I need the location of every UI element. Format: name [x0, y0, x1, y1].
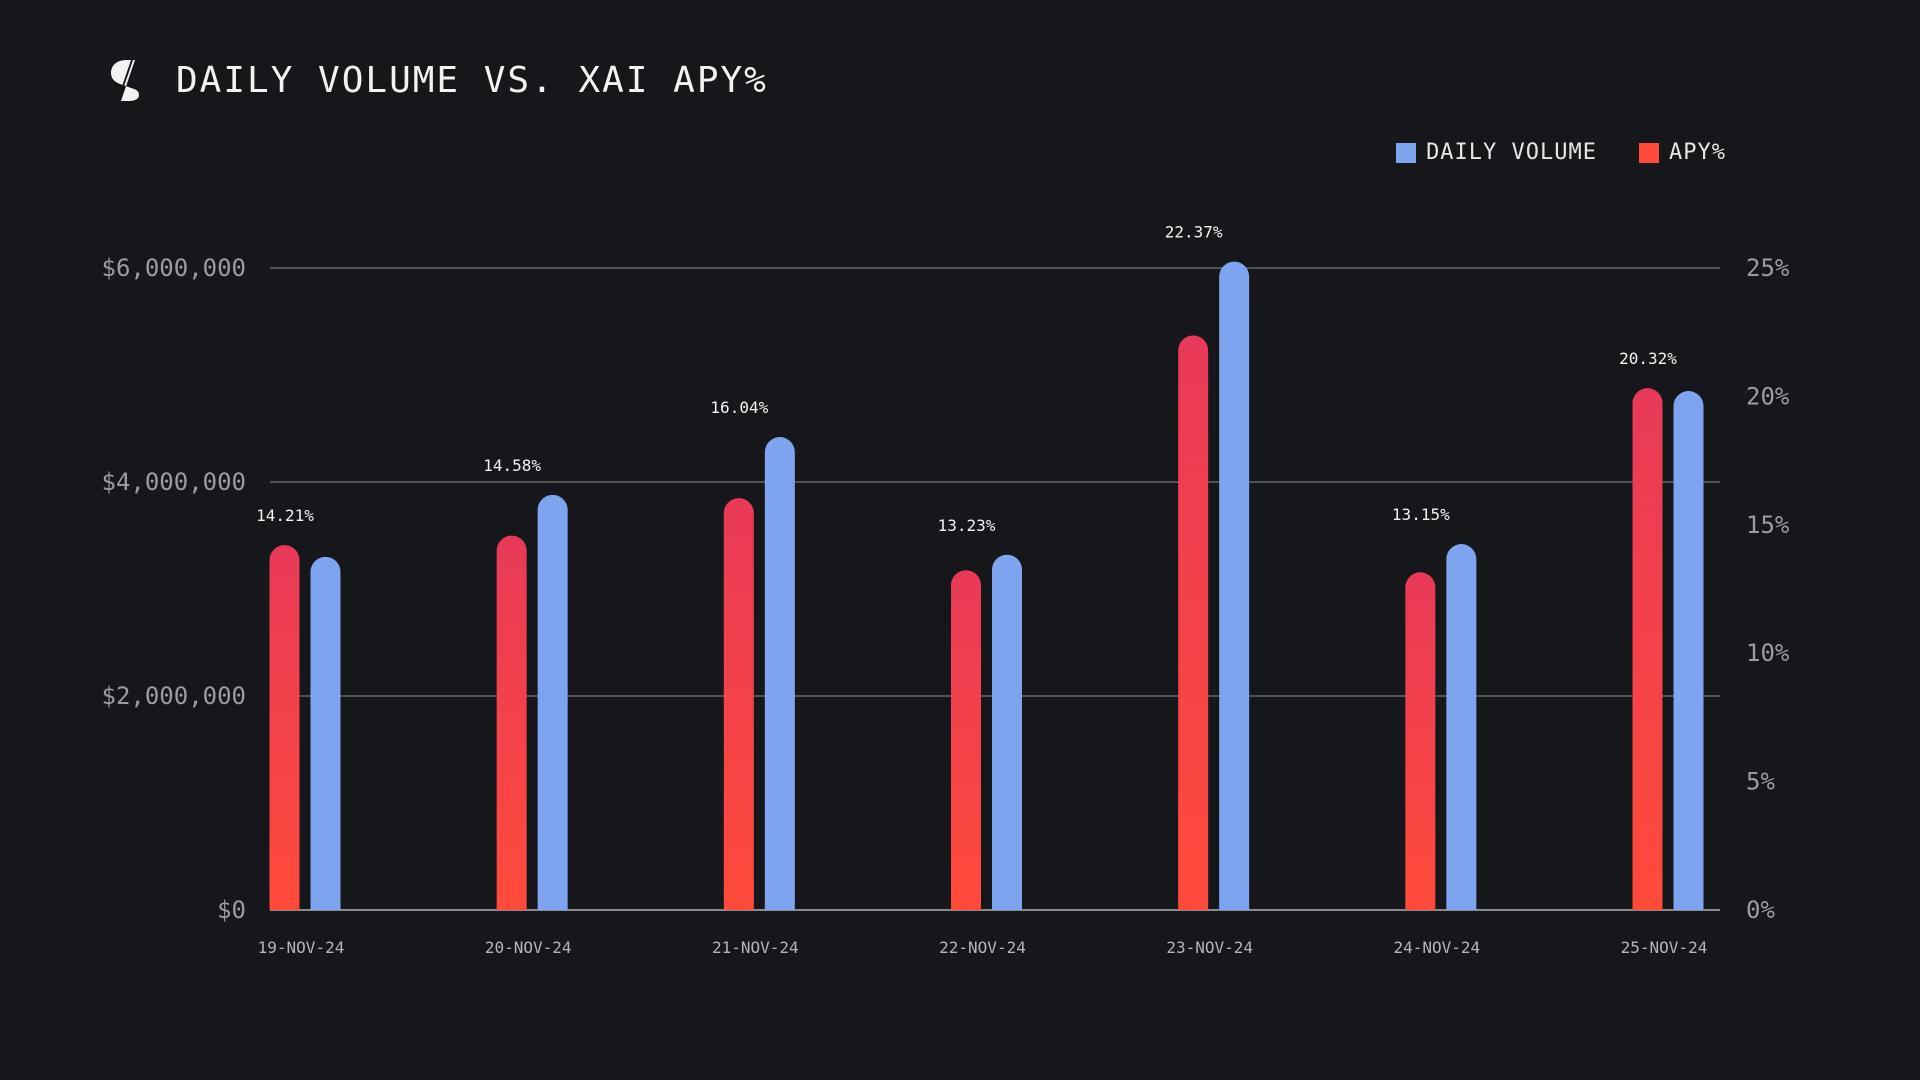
- chart-header: DAILY VOLUME VS. XAI APY%: [108, 56, 768, 104]
- bars: [269, 261, 1704, 910]
- brand-logo-icon: [111, 60, 139, 101]
- x-axis-tick-label: 24-NOV-24: [1393, 938, 1480, 957]
- right-axis-tick-label: 15%: [1746, 511, 1790, 539]
- x-axis-tick-label: 20-NOV-24: [485, 938, 572, 957]
- right-axis-tick-label: 25%: [1746, 254, 1790, 282]
- legend-label-apy: APY%: [1669, 140, 1726, 165]
- left-axis-tick-label: $2,000,000: [102, 682, 247, 710]
- axes: $0 $2,000,000 $4,000,000 $6,000,000 0% 5% 10% 1…: [102, 254, 1790, 957]
- apy-data-label: 14.21%: [256, 506, 314, 525]
- apy-bar: [951, 570, 981, 910]
- x-axis-tick-label: 22-NOV-24: [939, 938, 1026, 957]
- apy-bar: [496, 535, 527, 910]
- volume-bar: [1219, 261, 1250, 910]
- apy-data-label: 16.04%: [710, 398, 768, 417]
- apy-data-label: 20.32%: [1619, 349, 1677, 368]
- apy-data-label: 22.37%: [1165, 223, 1223, 242]
- legend-item-volume: DAILY VOLUME: [1396, 140, 1597, 165]
- volume-bar: [1446, 544, 1477, 910]
- left-axis-tick-label: $6,000,000: [102, 254, 247, 282]
- left-axis-tick-label: $4,000,000: [102, 468, 247, 496]
- apy-bar: [1632, 388, 1663, 910]
- apy-bar: [723, 498, 754, 910]
- x-axis-tick-label: 23-NOV-24: [1166, 938, 1253, 957]
- left-axis-tick-label: $0: [217, 896, 246, 924]
- apy-bar: [1178, 335, 1209, 910]
- x-axis-tick-label: 21-NOV-24: [712, 938, 799, 957]
- apy-bar: [1405, 572, 1436, 910]
- apy-data-label: 13.15%: [1392, 505, 1450, 524]
- apy-bar: [269, 545, 300, 910]
- apy-data-label: 14.58%: [483, 456, 541, 475]
- right-axis-tick-label: 20%: [1746, 382, 1790, 410]
- data-labels: 14.21% 14.58% 16.04% 13.23% 22.37% 13.15% 20.3…: [256, 223, 1677, 535]
- volume-bar: [310, 556, 341, 910]
- right-axis-tick-label: 5%: [1746, 768, 1775, 796]
- volume-bar: [764, 437, 795, 910]
- volume-bar: [537, 494, 568, 910]
- volume-bar: [992, 554, 1022, 910]
- right-axis-tick-label: 10%: [1746, 639, 1790, 667]
- legend-item-apy: APY%: [1639, 140, 1726, 165]
- legend-swatch-volume: [1396, 142, 1417, 163]
- right-axis-tick-label: 0%: [1746, 896, 1775, 924]
- volume-bar: [1673, 391, 1704, 910]
- chart-legend: DAILY VOLUME APY%: [1396, 140, 1726, 165]
- legend-swatch-apy: [1639, 142, 1660, 163]
- apy-data-label: 13.23%: [938, 516, 996, 535]
- x-axis-tick-label: 25-NOV-24: [1621, 938, 1708, 957]
- legend-label-volume: DAILY VOLUME: [1426, 140, 1598, 165]
- x-axis-tick-label: 19-NOV-24: [258, 938, 345, 957]
- chart-title: DAILY VOLUME VS. XAI APY%: [176, 59, 768, 101]
